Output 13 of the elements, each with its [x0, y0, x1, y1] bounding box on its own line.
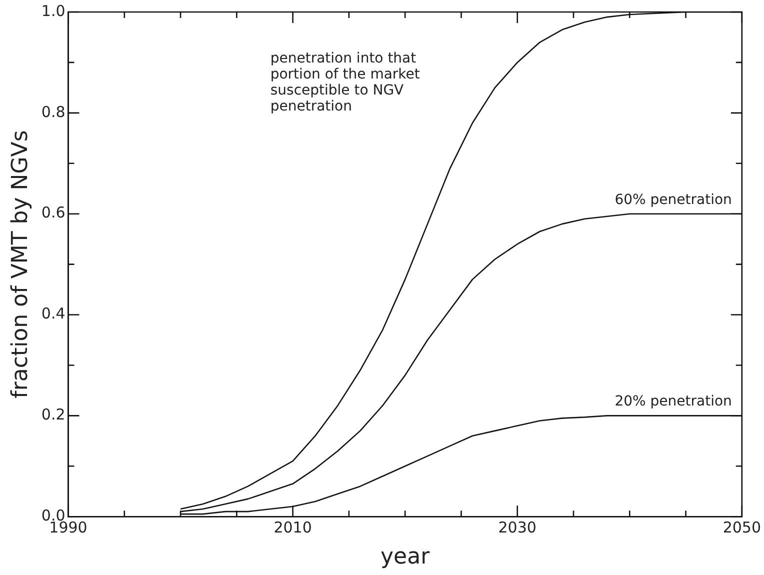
annotation: penetration into that portion of the market susceptible to NGV penetration	[270, 50, 420, 114]
y-tick-label: 1.0	[41, 2, 66, 20]
y-axis-title: fraction of VMT by NGVs	[8, 130, 33, 398]
y-tick-label: 0.2	[41, 406, 66, 424]
y-tick-label: 0.4	[41, 304, 66, 323]
x-tick-label: 2050	[722, 518, 762, 536]
y-tick-label: 0.6	[41, 204, 66, 222]
series-label: 60% penetration	[614, 192, 732, 208]
x-tick-label: 2010	[274, 518, 312, 536]
y-tick-label: 0.8	[41, 102, 66, 121]
x-tick-label: 2030	[498, 518, 536, 536]
x-axis-title: year	[380, 544, 431, 570]
series-label: 20% penetration	[614, 394, 732, 410]
